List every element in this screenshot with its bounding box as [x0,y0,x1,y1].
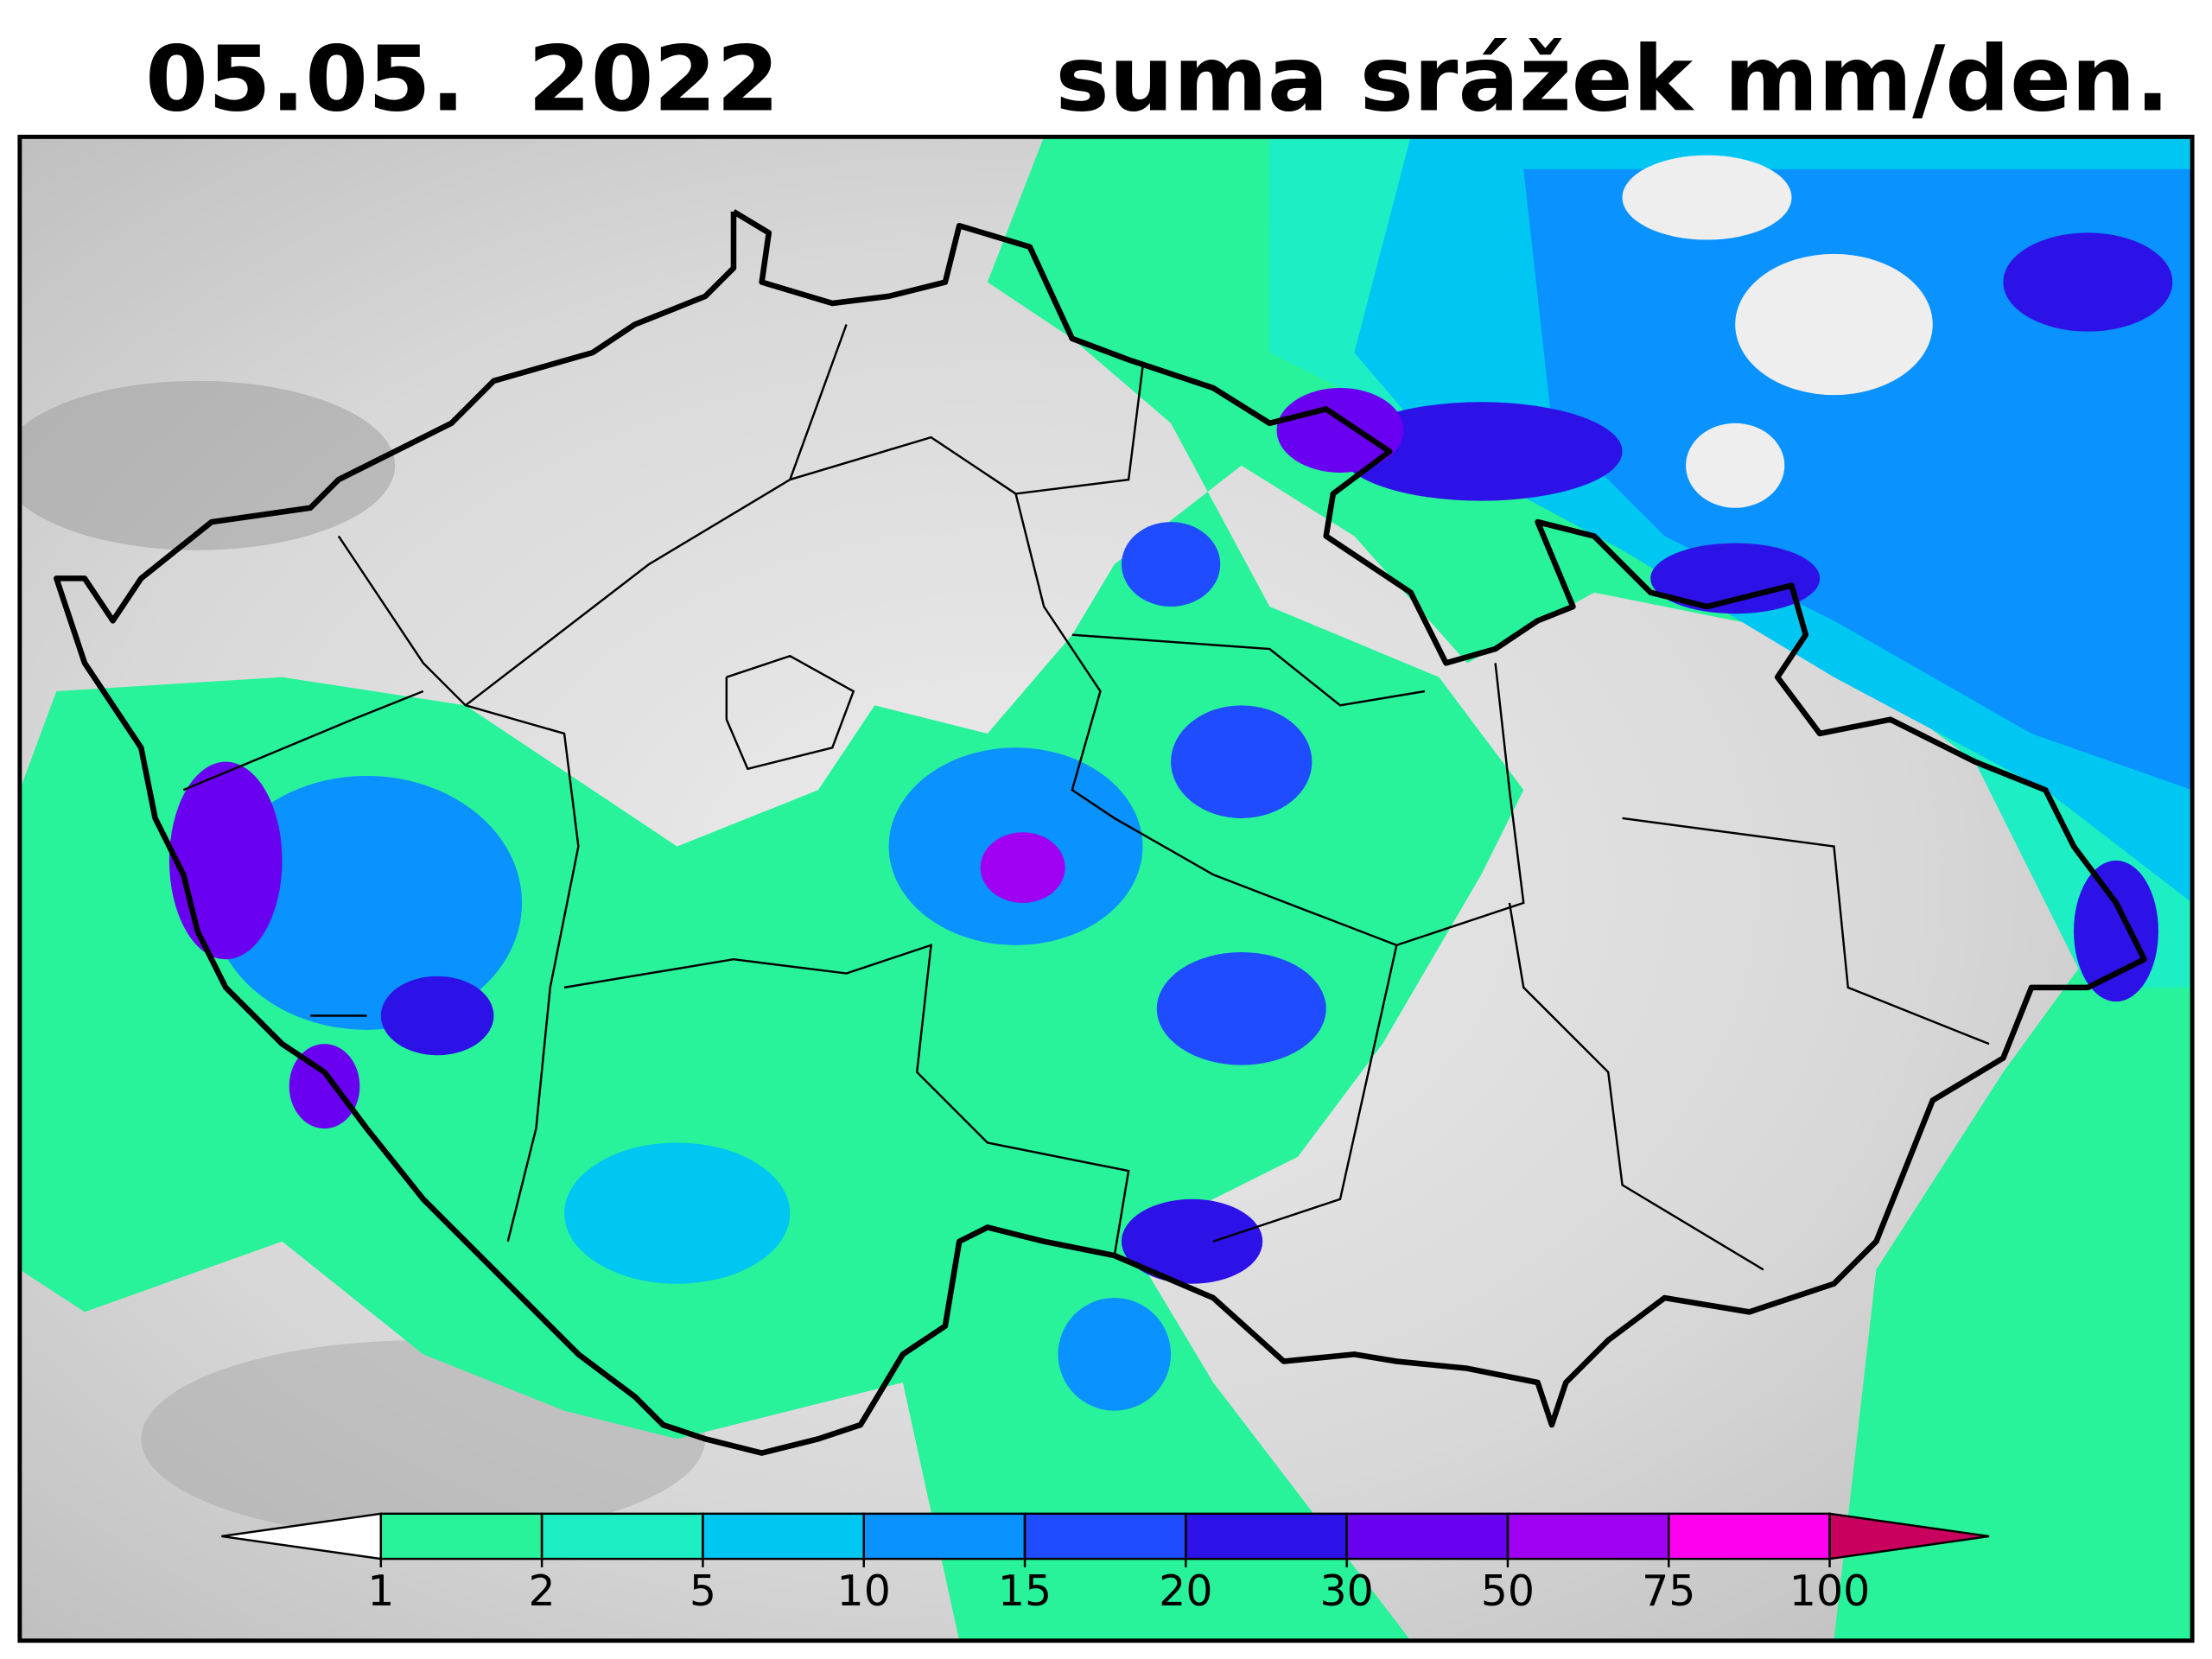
map-frame [17,134,2195,1643]
region-borders [182,324,1990,1271]
country-border [54,209,2147,1456]
dry-patch [1735,253,1933,396]
colorbar-segment [1668,1512,1831,1560]
precip-core [168,761,283,960]
colorbar-label: 15 [998,1567,1052,1616]
precip-core [1121,522,1221,607]
colorbar-label: 30 [1319,1567,1373,1616]
colorbar-segment [540,1512,704,1560]
colorbar-segment [1345,1512,1510,1560]
precip-core [980,832,1065,903]
precip-core [2003,232,2173,332]
precip-core [1340,402,1623,501]
precip-core [211,775,523,1030]
terrain-shade [19,380,396,550]
colorbar-label: 75 [1642,1567,1695,1616]
precip-core [380,976,494,1056]
colorbar-segment [379,1512,543,1560]
precip-core [1156,952,1326,1065]
colorbar-segment [702,1512,865,1560]
colorbar-label: 50 [1481,1567,1535,1616]
map-title: suma srážek mm/den. [1055,26,2170,131]
colorbar-segment [1185,1512,1348,1560]
dry-patch [1686,423,1785,508]
precip-core [1650,543,1821,614]
colorbar-label: 20 [1159,1567,1212,1616]
precip-core [289,1044,360,1129]
colorbar-label: 2 [529,1567,556,1616]
colorbar: 1 2 5 10 15 20 30 50 75 100 [221,1512,1990,1616]
colorbar-segment [862,1512,1027,1560]
date: 05.05. 2022 [145,26,779,131]
precip-area [1523,168,2193,791]
colorbar-label: 100 [1789,1567,1870,1616]
precip-core [1171,705,1313,818]
colorbar-segment [1023,1512,1187,1560]
colorbar-segment [1506,1512,1670,1560]
precip-core [564,1142,791,1284]
colorbar-label: 5 [690,1567,716,1616]
dry-patch [1622,155,1792,240]
map-area [19,137,2193,1641]
colorbar-label: 1 [367,1567,394,1616]
precip-core [2074,860,2158,1002]
precip-core [1276,387,1404,473]
precip-core [1058,1298,1172,1411]
colorbar-label: 10 [837,1567,891,1616]
precip-core [1121,1198,1263,1284]
